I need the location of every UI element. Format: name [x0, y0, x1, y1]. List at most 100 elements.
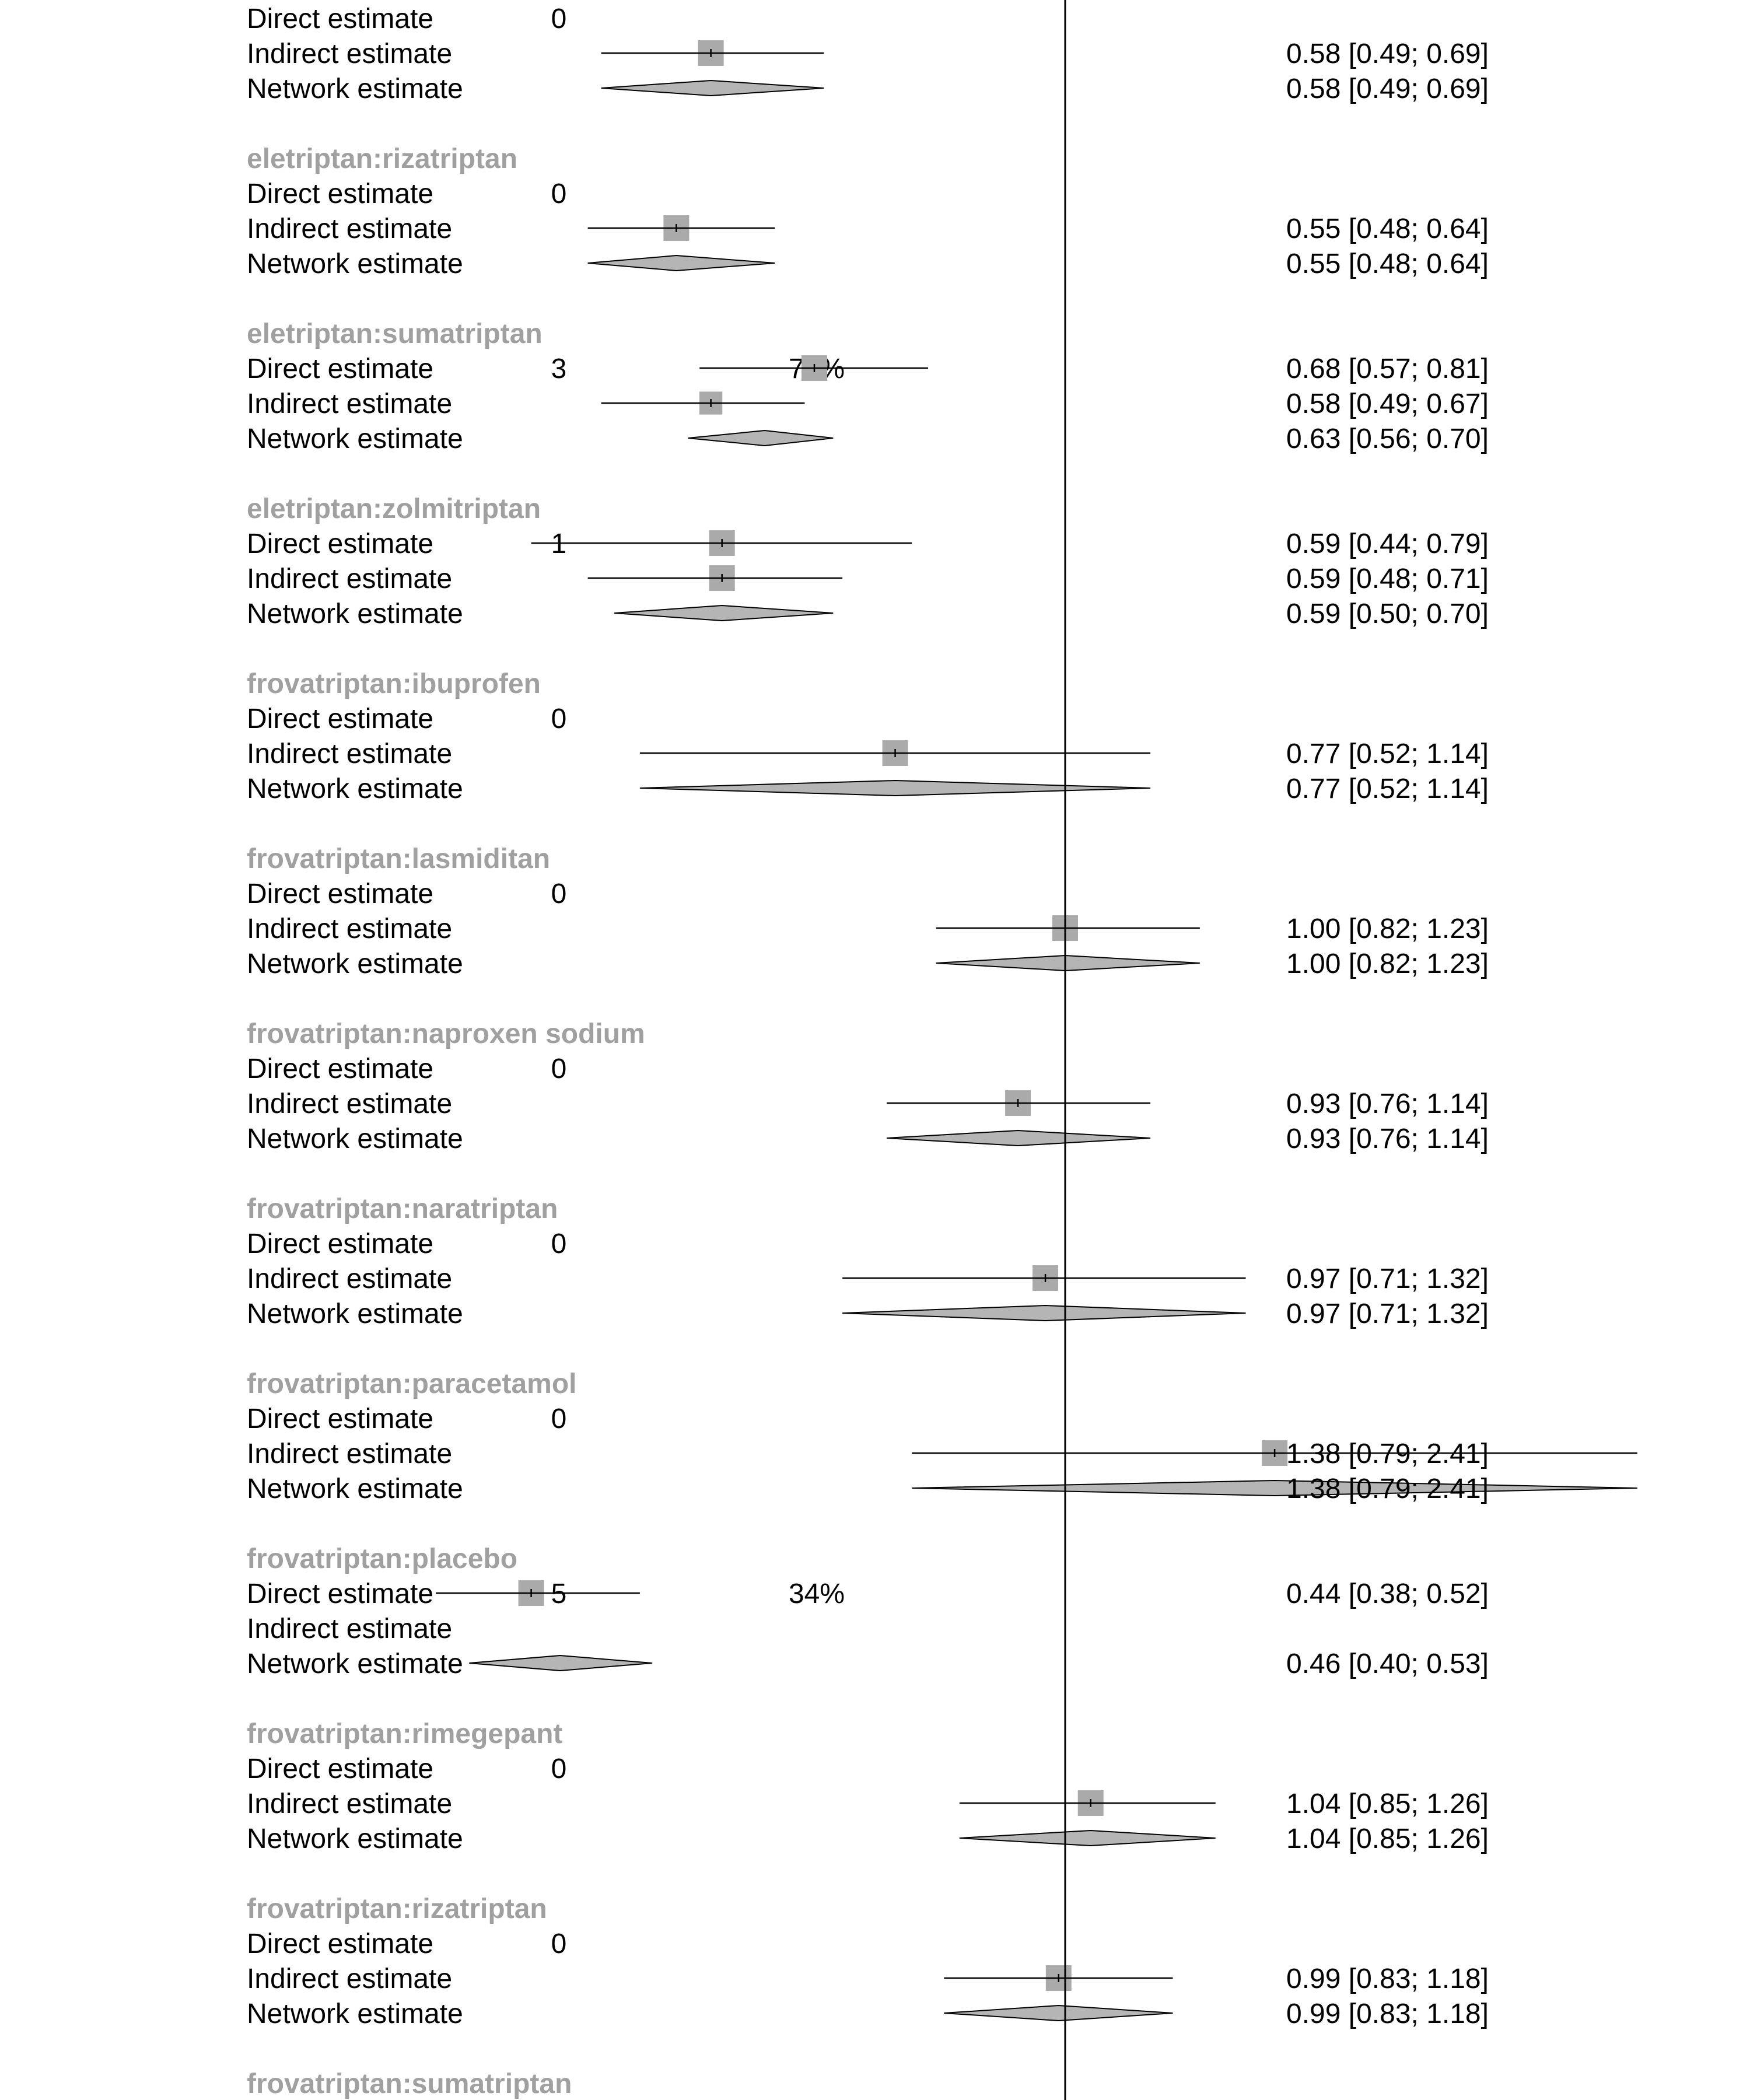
comparison-label: frovatriptan:rimegepant	[247, 1718, 562, 1749]
direct-estimate-label: Direct estimate	[247, 1578, 433, 1609]
study-count: 3	[551, 354, 567, 384]
indirect-estimate-label: Indirect estimate	[247, 1788, 452, 1819]
indirect-estimate-label: Indirect estimate	[247, 1964, 452, 1994]
effect-ci-text: 1.38 [0.79; 2.41]	[1286, 1438, 1489, 1469]
effect-ci-text: 0.55 [0.48; 0.64]	[1286, 214, 1489, 244]
direct-estimate-label: Direct estimate	[247, 354, 433, 384]
effect-ci-text: 0.58 [0.49; 0.69]	[1286, 38, 1489, 69]
indirect-estimate-label: Indirect estimate	[247, 214, 452, 244]
network-estimate-diamond	[959, 1829, 1216, 1847]
effect-ci-text: 0.97 [0.71; 1.32]	[1286, 1264, 1489, 1294]
comparison-label: frovatriptan:naratriptan	[247, 1194, 558, 1224]
network-estimate-diamond	[842, 1304, 1246, 1322]
study-count: 0	[551, 1054, 567, 1084]
effect-ci-text: 0.58 [0.49; 0.67]	[1286, 388, 1489, 419]
direct-estimate-label: Direct estimate	[247, 1754, 433, 1784]
effect-ci-text: 0.93 [0.76; 1.14]	[1286, 1088, 1489, 1119]
network-estimate-label: Network estimate	[247, 424, 463, 454]
direct-estimate-label: Direct estimate	[247, 1929, 433, 1959]
direct-evidence-proportions: 72%34%	[789, 354, 845, 1609]
network-estimate-diamond	[688, 429, 834, 447]
direct-estimate-label: Direct estimate	[247, 4, 433, 34]
network-estimate-label: Network estimate	[247, 949, 463, 979]
effect-ci-text: 0.99 [0.83; 1.18]	[1286, 1964, 1489, 1994]
study-count: 0	[551, 1404, 567, 1434]
effect-ci-text: 0.68 [0.57; 0.81]	[1286, 354, 1489, 384]
indirect-estimate-label: Indirect estimate	[247, 1438, 452, 1469]
comparison-label: frovatriptan:paracetamol	[247, 1368, 576, 1399]
direct-estimate-label: Direct estimate	[247, 878, 433, 909]
effect-ci-text: 1.04 [0.85; 1.26]	[1286, 1788, 1489, 1819]
effect-ci-text: 0.97 [0.71; 1.32]	[1286, 1298, 1489, 1329]
network-estimate-diamond	[944, 2004, 1173, 2022]
network-estimate-label: Network estimate	[247, 774, 463, 804]
effect-ci-text: 1.00 [0.82; 1.23]	[1286, 949, 1489, 979]
study-count: 1	[551, 528, 567, 559]
direct-proportion: 34%	[789, 1578, 845, 1609]
effect-ci-text: 0.46 [0.40; 0.53]	[1286, 1648, 1489, 1679]
direct-estimate-label: Direct estimate	[247, 1404, 433, 1434]
effect-ci-text: 1.00 [0.82; 1.23]	[1286, 914, 1489, 944]
study-count: 0	[551, 178, 567, 209]
network-estimate-diamond	[601, 79, 824, 97]
comparison-label: eletriptan:zolmitriptan	[247, 494, 541, 524]
indirect-estimate-label: Indirect estimate	[247, 1614, 452, 1644]
network-estimate-label: Network estimate	[247, 1124, 463, 1154]
effect-ci-text: 1.38 [0.79; 2.41]	[1286, 1474, 1489, 1504]
network-estimate-diamond	[639, 779, 1151, 797]
study-count: 0	[551, 704, 567, 734]
study-count: 0	[551, 878, 567, 909]
network-estimate-label: Network estimate	[247, 1999, 463, 2029]
indirect-estimate-label: Indirect estimate	[247, 738, 452, 769]
direct-estimate-label: Direct estimate	[247, 528, 433, 559]
network-estimate-diamond	[886, 1129, 1151, 1147]
indirect-estimate-label: Indirect estimate	[247, 1264, 452, 1294]
indirect-estimate-label: Indirect estimate	[247, 564, 452, 594]
direct-estimate-label: Direct estimate	[247, 1054, 433, 1084]
estimate-marks	[436, 40, 1637, 2022]
study-count: 5	[551, 1578, 567, 1609]
network-estimate-label: Network estimate	[247, 249, 463, 279]
effect-ci-text: 0.63 [0.56; 0.70]	[1286, 424, 1489, 454]
ci-texts: 0.58 [0.49; 0.69] 0.58 [0.49; 0.69] 0.55 […	[1286, 38, 1489, 2029]
network-estimate-label: Network estimate	[247, 598, 463, 629]
network-estimate-label: Network estimate	[247, 1298, 463, 1329]
comparison-label: frovatriptan:placebo	[247, 1544, 517, 1574]
indirect-estimate-label: Indirect estimate	[247, 914, 452, 944]
network-estimate-diamond	[936, 954, 1200, 972]
network-estimate-label: Network estimate	[247, 1824, 463, 1854]
comparison-label: frovatriptan:sumatriptan	[247, 2068, 572, 2099]
effect-ci-text: 0.55 [0.48; 0.64]	[1286, 249, 1489, 279]
effect-ci-text: 0.93 [0.76; 1.14]	[1286, 1124, 1489, 1154]
effect-ci-text: 0.99 [0.83; 1.18]	[1286, 1999, 1489, 2029]
effect-ci-text: 0.59 [0.44; 0.79]	[1286, 528, 1489, 559]
row-labels: Direct estimate Indirect estimate Network …	[247, 4, 645, 2099]
network-estimate-label: Network estimate	[247, 1474, 463, 1504]
comparison-label: eletriptan:sumatriptan	[247, 318, 542, 349]
study-count: 0	[551, 1929, 567, 1959]
effect-ci-text: 0.59 [0.48; 0.71]	[1286, 564, 1489, 594]
comparison-label: frovatriptan:naproxen sodium	[247, 1019, 645, 1049]
study-counts: 0 0 3 1 0 0 0 0 0 5 0 0	[551, 4, 567, 1959]
network-estimate-diamond	[912, 1479, 1637, 1497]
direct-estimate-label: Direct estimate	[247, 178, 433, 209]
indirect-estimate-label: Indirect estimate	[247, 388, 452, 419]
comparison-label: eletriptan:rizatriptan	[247, 144, 517, 174]
effect-ci-text: 0.44 [0.38; 0.52]	[1286, 1578, 1489, 1609]
network-estimate-label: Network estimate	[247, 1648, 463, 1679]
effect-ci-text: 0.58 [0.49; 0.69]	[1286, 74, 1489, 104]
study-count: 0	[551, 1228, 567, 1259]
effect-ci-text: 1.04 [0.85; 1.26]	[1286, 1824, 1489, 1854]
comparison-label: frovatriptan:rizatriptan	[247, 1894, 547, 1924]
network-estimate-diamond	[587, 254, 775, 272]
effect-ci-text: 0.59 [0.50; 0.70]	[1286, 598, 1489, 629]
study-count: 0	[551, 4, 567, 34]
effect-ci-text: 0.77 [0.52; 1.14]	[1286, 738, 1489, 769]
comparison-label: frovatriptan:ibuprofen	[247, 668, 541, 699]
direct-estimate-label: Direct estimate	[247, 704, 433, 734]
network-estimate-diamond	[614, 604, 834, 622]
network-estimate-label: Network estimate	[247, 74, 463, 104]
direct-estimate-label: Direct estimate	[247, 1228, 433, 1259]
comparison-label: frovatriptan:lasmiditan	[247, 844, 550, 874]
